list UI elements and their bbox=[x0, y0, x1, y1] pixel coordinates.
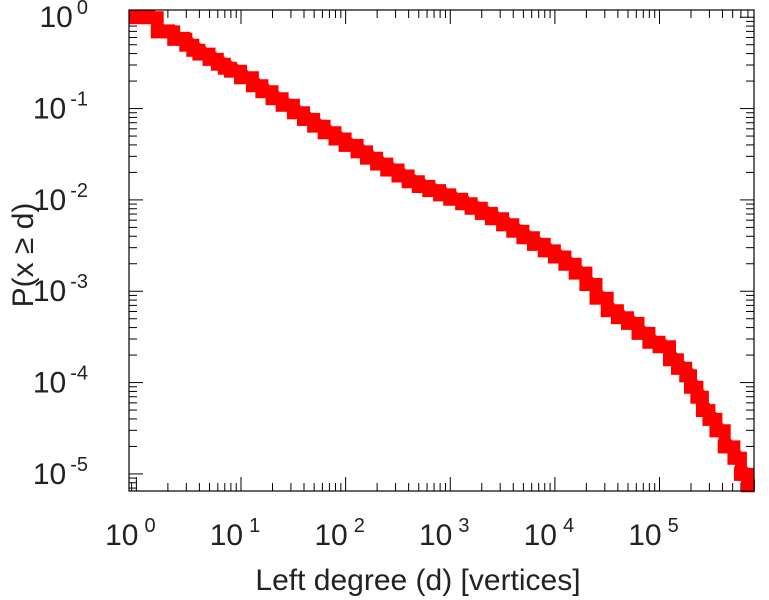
data-point bbox=[740, 478, 755, 493]
y-tick-label: 10 -3 bbox=[33, 271, 88, 308]
data-point bbox=[422, 183, 437, 198]
data-point bbox=[275, 97, 290, 112]
y-tick-label: 10 -2 bbox=[33, 180, 88, 217]
x-tick-label: 10 5 bbox=[628, 515, 679, 552]
x-tick-label: 10 1 bbox=[210, 515, 261, 552]
plot-frame bbox=[128, 9, 755, 492]
data-point bbox=[141, 10, 156, 25]
data-point bbox=[317, 125, 332, 140]
y-axis-label: P(x ≥ d) bbox=[7, 203, 40, 308]
data-point bbox=[579, 277, 594, 292]
data-point bbox=[589, 290, 604, 305]
data-point bbox=[679, 368, 694, 383]
data-point bbox=[411, 178, 426, 193]
data-point bbox=[727, 450, 742, 465]
data-point bbox=[484, 211, 499, 226]
data-point bbox=[338, 137, 353, 152]
series-layer bbox=[129, 10, 755, 493]
data-point bbox=[568, 265, 583, 280]
data-point bbox=[652, 339, 667, 354]
data-point bbox=[717, 439, 732, 454]
y-tick-label: 10 -1 bbox=[33, 89, 88, 126]
data-point bbox=[307, 118, 322, 133]
tick-marks bbox=[129, 10, 755, 491]
data-point bbox=[547, 249, 562, 264]
y-tick-label: 10 -4 bbox=[33, 363, 88, 400]
x-tick-label: 10 2 bbox=[314, 515, 365, 552]
data-point bbox=[733, 466, 748, 481]
data-point bbox=[380, 162, 395, 177]
x-axis-label: Left degree (d) [vertices] bbox=[255, 564, 580, 597]
data-point bbox=[234, 70, 249, 85]
data-point bbox=[631, 325, 646, 340]
data-point bbox=[621, 315, 636, 330]
x-tick-label: 10 4 bbox=[524, 515, 575, 552]
data-point bbox=[129, 10, 144, 25]
x-tick-label: 10 0 bbox=[105, 515, 156, 552]
data-point bbox=[709, 423, 724, 438]
data-point bbox=[690, 389, 705, 404]
data-point bbox=[526, 236, 541, 251]
data-point bbox=[516, 230, 531, 245]
y-tick-label: 10 -5 bbox=[33, 454, 88, 491]
data-point bbox=[702, 411, 717, 426]
data-point bbox=[443, 191, 458, 206]
x-tick-labels: 10 0 10 1 10 2 10 3 10 4 10 5 bbox=[105, 515, 679, 552]
x-tick-label: 10 3 bbox=[419, 515, 470, 552]
y-tick-label: 10 0 bbox=[40, 0, 89, 34]
